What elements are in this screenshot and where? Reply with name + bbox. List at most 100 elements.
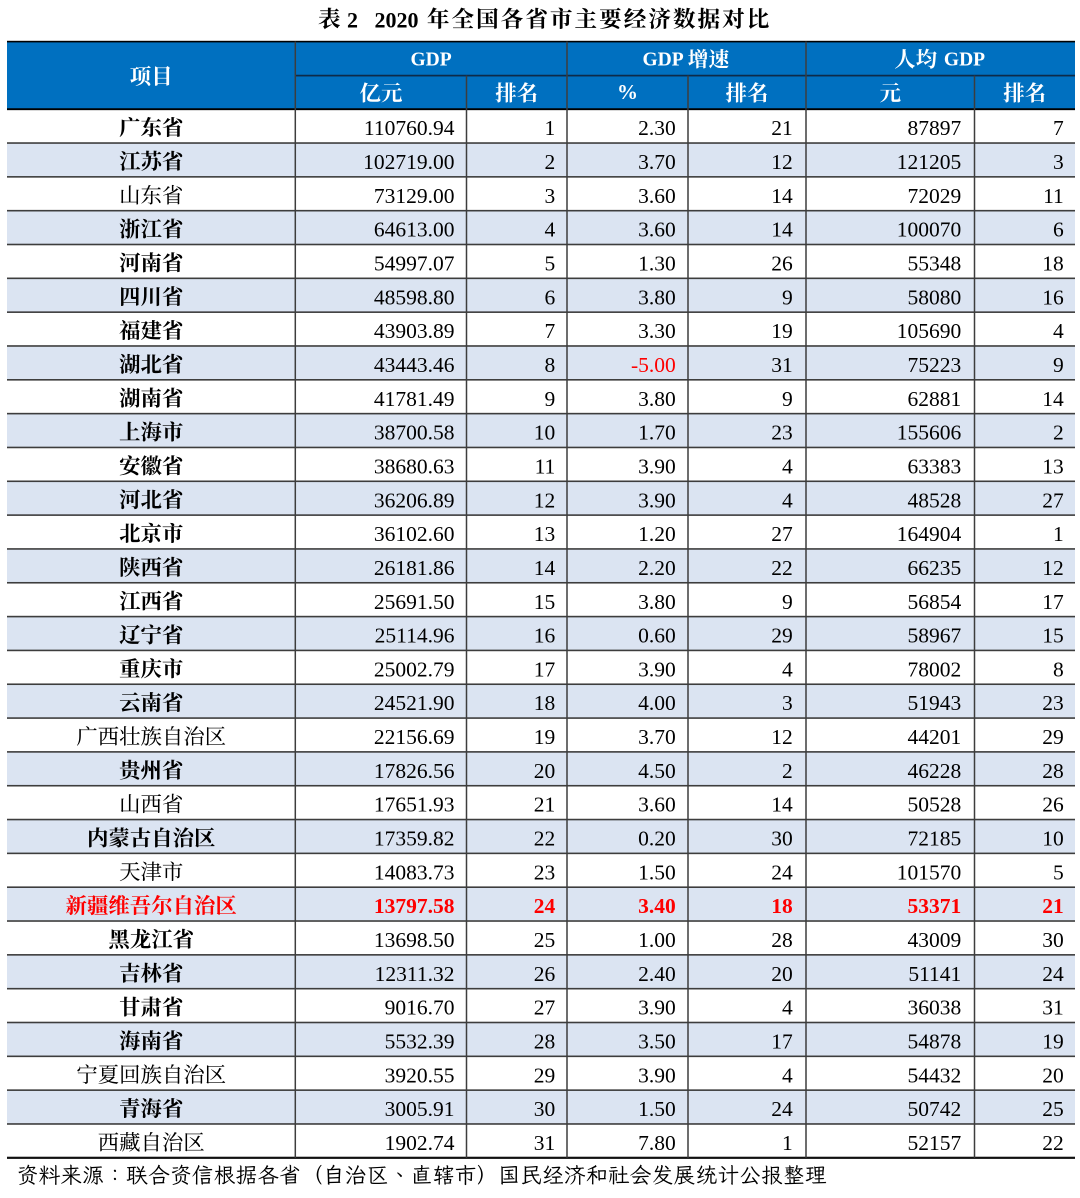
svg-text:21: 21 — [771, 116, 793, 140]
svg-text:1: 1 — [782, 1131, 793, 1155]
svg-text:22156.69: 22156.69 — [374, 725, 455, 749]
svg-text:102719.00: 102719.00 — [363, 150, 454, 174]
svg-text:110760.94: 110760.94 — [364, 116, 455, 140]
svg-text:17359.82: 17359.82 — [374, 827, 455, 851]
svg-text:3.80: 3.80 — [638, 590, 676, 614]
svg-text:16: 16 — [1042, 285, 1064, 309]
svg-text:36206.89: 36206.89 — [374, 488, 455, 512]
svg-text:3920.55: 3920.55 — [385, 1063, 455, 1087]
svg-text:4: 4 — [545, 218, 556, 242]
svg-text:2: 2 — [545, 150, 556, 174]
svg-text:6: 6 — [545, 285, 556, 309]
svg-text:3.60: 3.60 — [638, 218, 676, 242]
svg-text:24521.90: 24521.90 — [374, 691, 455, 715]
svg-text:3.60: 3.60 — [638, 793, 676, 817]
svg-text:25: 25 — [534, 928, 556, 952]
svg-text:1.70: 1.70 — [638, 421, 676, 445]
svg-text:15: 15 — [1042, 624, 1064, 648]
svg-text:3: 3 — [782, 691, 793, 715]
svg-text:3.90: 3.90 — [638, 455, 676, 479]
svg-text:13698.50: 13698.50 — [374, 928, 455, 952]
svg-text:43009: 43009 — [908, 928, 962, 952]
svg-text:3.40: 3.40 — [638, 894, 676, 918]
svg-text:75223: 75223 — [908, 353, 962, 377]
svg-text:1.00: 1.00 — [638, 928, 676, 952]
svg-text:31: 31 — [771, 353, 793, 377]
svg-text:2.20: 2.20 — [638, 556, 676, 580]
svg-text:-5.00: -5.00 — [631, 353, 676, 377]
svg-text:155606: 155606 — [897, 421, 962, 445]
svg-text:19: 19 — [771, 319, 793, 343]
svg-text:25114.96: 25114.96 — [375, 624, 455, 648]
svg-text:9: 9 — [782, 590, 793, 614]
svg-text:%: % — [617, 80, 638, 104]
svg-text:25691.50: 25691.50 — [374, 590, 455, 614]
svg-text:43443.46: 43443.46 — [374, 353, 455, 377]
svg-text:23: 23 — [1042, 691, 1064, 715]
svg-text:6: 6 — [1053, 218, 1064, 242]
svg-text:20: 20 — [1042, 1063, 1064, 1087]
svg-text:5: 5 — [1053, 860, 1064, 884]
svg-text:58080: 58080 — [908, 285, 962, 309]
svg-text:72185: 72185 — [908, 827, 962, 851]
svg-text:18: 18 — [1042, 252, 1064, 276]
svg-text:9: 9 — [545, 387, 556, 411]
svg-text:1.50: 1.50 — [638, 860, 676, 884]
svg-text:15: 15 — [534, 590, 556, 614]
svg-text:2: 2 — [1053, 421, 1064, 445]
svg-text:30: 30 — [1042, 928, 1064, 952]
svg-text:17: 17 — [771, 1030, 793, 1054]
svg-text:18: 18 — [534, 691, 556, 715]
svg-text:0.20: 0.20 — [638, 827, 676, 851]
svg-text:1.30: 1.30 — [638, 252, 676, 276]
svg-text:13: 13 — [1042, 455, 1064, 479]
svg-text:64613.00: 64613.00 — [374, 218, 455, 242]
svg-text:55348: 55348 — [908, 252, 962, 276]
svg-text:43903.89: 43903.89 — [374, 319, 455, 343]
svg-text:8: 8 — [545, 353, 556, 377]
svg-text:9: 9 — [1053, 353, 1064, 377]
svg-text:27: 27 — [1042, 488, 1064, 512]
svg-text:78002: 78002 — [908, 657, 962, 681]
svg-text:11: 11 — [1043, 184, 1064, 208]
svg-text:3.80: 3.80 — [638, 387, 676, 411]
svg-text:19: 19 — [1042, 1030, 1064, 1054]
svg-text:73129.00: 73129.00 — [374, 184, 455, 208]
svg-text:48528: 48528 — [908, 488, 962, 512]
svg-text:12311.32: 12311.32 — [375, 962, 455, 986]
svg-text:4: 4 — [782, 657, 793, 681]
svg-text:GDP: GDP — [643, 49, 684, 70]
svg-text:3.70: 3.70 — [638, 150, 676, 174]
svg-text:26: 26 — [771, 252, 793, 276]
svg-text:1.50: 1.50 — [638, 1097, 676, 1121]
svg-text:14: 14 — [534, 556, 556, 580]
svg-text:51943: 51943 — [908, 691, 962, 715]
svg-text:41781.49: 41781.49 — [374, 387, 455, 411]
svg-text:24: 24 — [534, 894, 556, 918]
svg-text:26: 26 — [534, 962, 556, 986]
svg-text:58967: 58967 — [908, 624, 962, 648]
svg-text:38680.63: 38680.63 — [374, 455, 455, 479]
svg-text:100070: 100070 — [897, 218, 962, 242]
svg-text:4: 4 — [1053, 319, 1064, 343]
svg-text:7: 7 — [545, 319, 556, 343]
svg-text:26181.86: 26181.86 — [374, 556, 455, 580]
svg-text:GDP: GDP — [411, 49, 452, 70]
svg-text:4: 4 — [782, 996, 793, 1020]
svg-text:12: 12 — [534, 488, 556, 512]
svg-text:3.90: 3.90 — [638, 488, 676, 512]
svg-text:3.90: 3.90 — [638, 657, 676, 681]
svg-text:23: 23 — [534, 860, 556, 884]
svg-text:101570: 101570 — [897, 860, 962, 884]
svg-text:29: 29 — [534, 1063, 556, 1087]
svg-text:14: 14 — [771, 218, 793, 242]
svg-text:30: 30 — [771, 827, 793, 851]
svg-text:22: 22 — [534, 827, 556, 851]
svg-text:29: 29 — [771, 624, 793, 648]
svg-text:16: 16 — [534, 624, 556, 648]
svg-text:17651.93: 17651.93 — [374, 793, 455, 817]
svg-text:23: 23 — [771, 421, 793, 445]
svg-text:3.70: 3.70 — [638, 725, 676, 749]
svg-text:14: 14 — [771, 184, 793, 208]
svg-text:26: 26 — [1042, 793, 1064, 817]
